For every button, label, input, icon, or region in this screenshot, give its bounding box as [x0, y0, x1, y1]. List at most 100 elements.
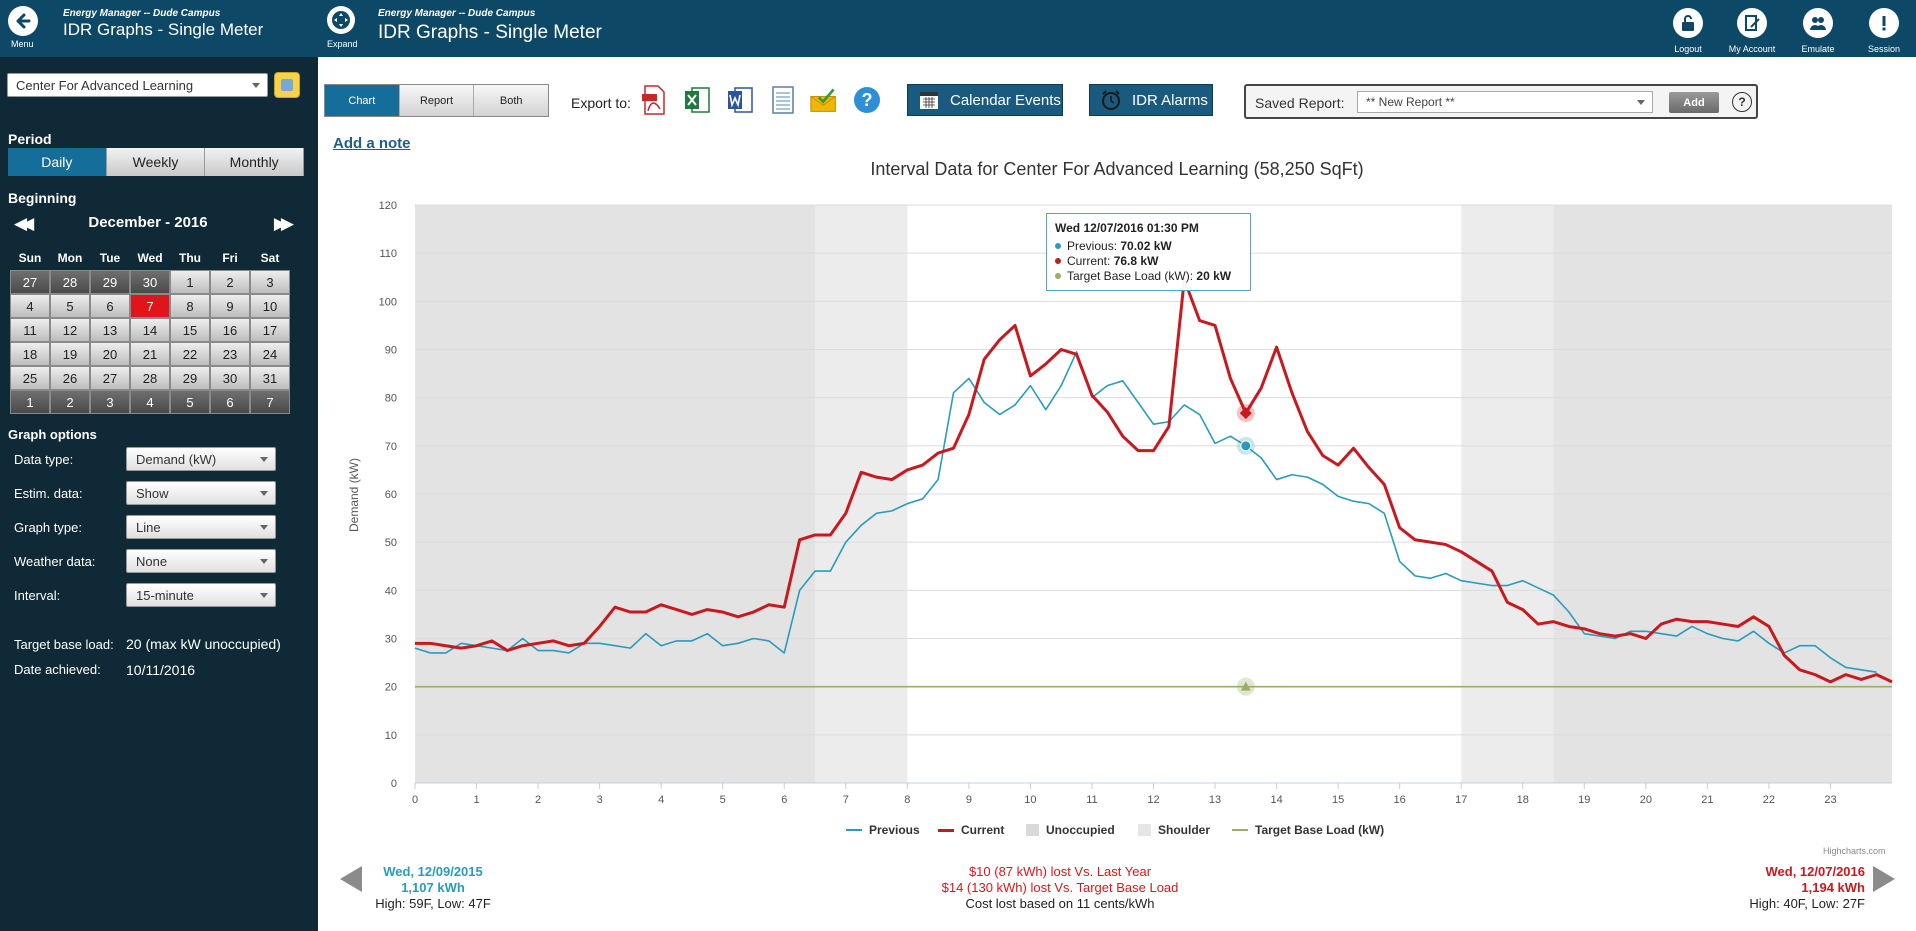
logout-button[interactable]: Logout	[1658, 8, 1718, 56]
period-tab-weekly[interactable]: Weekly	[106, 148, 206, 176]
calendar-day[interactable]: 7	[130, 294, 170, 318]
legend-item-shoulder[interactable]: Shoulder	[1138, 823, 1210, 837]
calendar-day[interactable]: 1	[170, 270, 210, 294]
building-picker-icon[interactable]	[274, 72, 300, 98]
previous-date: Wed, 12/09/2015	[383, 864, 483, 879]
saved-report-select[interactable]: ** New Report **	[1357, 91, 1653, 113]
calendar-day[interactable]: 4	[130, 390, 170, 414]
calendar-day[interactable]: 30	[210, 366, 250, 390]
saved-report-help-button[interactable]: ?	[1732, 92, 1752, 112]
legend-item-unoccupied[interactable]: Unoccupied	[1026, 823, 1115, 837]
add-report-button[interactable]: Add	[1669, 92, 1719, 113]
add-note-link[interactable]: Add a note	[333, 135, 411, 152]
y-tick-label: 30	[385, 634, 397, 646]
period-tab-daily[interactable]: Daily	[8, 148, 107, 176]
period-tab-monthly[interactable]: Monthly	[205, 148, 305, 176]
view-tab-report[interactable]: Report	[399, 85, 475, 116]
emulate-button[interactable]: Emulate	[1788, 8, 1848, 56]
next-period-arrow-icon[interactable]	[1873, 866, 1895, 892]
calendar-day[interactable]: 27	[90, 366, 130, 390]
calendar-day[interactable]: 30	[130, 270, 170, 294]
calendar-day[interactable]: 18	[10, 342, 50, 366]
calendar-day[interactable]: 21	[130, 342, 170, 366]
calendar-day[interactable]: 4	[10, 294, 50, 318]
expand-arrows-icon	[332, 11, 350, 29]
tooltip-row-current: Current: 76.8 kW	[1055, 253, 1242, 268]
calendar-day[interactable]: 11	[10, 318, 50, 342]
calendar-day[interactable]: 5	[50, 294, 90, 318]
excel-icon[interactable]	[683, 85, 711, 115]
session-button[interactable]: Session	[1854, 8, 1914, 56]
calendar-day[interactable]: 2	[50, 390, 90, 414]
view-tab-both[interactable]: Both	[474, 85, 549, 116]
session-label: Session	[1867, 44, 1901, 54]
calendar-day[interactable]: 27	[10, 270, 50, 294]
calendar-day[interactable]: 5	[170, 390, 210, 414]
calendar-day[interactable]: 25	[10, 366, 50, 390]
legend-label-shoulder: Shoulder	[1158, 823, 1211, 837]
calendar-day[interactable]: 23	[210, 342, 250, 366]
calendar-day[interactable]: 13	[90, 318, 130, 342]
calendar-day[interactable]: 19	[50, 342, 90, 366]
legend-item-previous[interactable]: Previous	[846, 823, 920, 837]
calendar-day[interactable]: 17	[250, 318, 290, 342]
calendar-day[interactable]: 31	[250, 366, 290, 390]
current-energy: 1,194 kWh	[1801, 880, 1865, 895]
calendar-day[interactable]: 29	[170, 366, 210, 390]
idr-alarms-button[interactable]: IDR Alarms	[1089, 84, 1213, 116]
calendar-day[interactable]: 8	[170, 294, 210, 318]
graph-type-select[interactable]: Line	[126, 515, 276, 539]
calendar-day[interactable]: 7	[250, 390, 290, 414]
chevron-down-icon	[260, 457, 268, 462]
building-select[interactable]: Center For Advanced Learning	[7, 73, 268, 97]
calendar-day[interactable]: 1	[10, 390, 50, 414]
chart-title: Interval Data for Center For Advanced Le…	[870, 159, 1364, 179]
back-menu-button[interactable]	[8, 6, 38, 36]
saved-report-label: Saved Report:	[1255, 95, 1345, 111]
calendar-day[interactable]: 10	[250, 294, 290, 318]
pdf-icon[interactable]	[640, 85, 668, 115]
estim-data-select[interactable]: Show	[126, 481, 276, 505]
calendar-day[interactable]: 3	[90, 390, 130, 414]
calendar-day[interactable]: 28	[50, 270, 90, 294]
expand-button[interactable]	[327, 6, 355, 34]
calendar-day[interactable]: 15	[170, 318, 210, 342]
alarm-clock-icon	[1102, 90, 1120, 110]
top-bar: Expand Energy Manager -- Dude Campus IDR…	[318, 0, 1916, 57]
weather-data-select[interactable]: None	[126, 549, 276, 573]
calendar-day[interactable]: 6	[90, 294, 130, 318]
logout-label: Logout	[1674, 44, 1702, 54]
calendar-day[interactable]: 3	[250, 270, 290, 294]
csv-icon[interactable]	[769, 85, 797, 115]
calendar-day[interactable]: 20	[90, 342, 130, 366]
calendar-day[interactable]: 14	[130, 318, 170, 342]
calendar-day[interactable]: 12	[50, 318, 90, 342]
help-icon[interactable]: ?	[852, 85, 882, 115]
interval-value: 15-minute	[136, 588, 194, 603]
legend-item-target[interactable]: Target Base Load (kW)	[1232, 823, 1384, 837]
my-account-button[interactable]: My Account	[1722, 8, 1782, 56]
interval-select[interactable]: 15-minute	[126, 583, 276, 607]
highcharts-credit[interactable]: Highcharts.com	[1823, 846, 1886, 856]
date-achieved-label: Date achieved:	[14, 662, 101, 677]
calendar-events-button[interactable]: Calendar Events	[907, 84, 1063, 116]
calendar-day[interactable]: 24	[250, 342, 290, 366]
calendar-day[interactable]: 26	[50, 366, 90, 390]
calendar-next-month-icon[interactable]: ▶▶	[273, 214, 294, 233]
previous-period-arrow-icon[interactable]	[340, 866, 362, 892]
y-tick-label: 70	[385, 441, 397, 453]
calendar-day[interactable]: 22	[170, 342, 210, 366]
x-tick-label: 9	[966, 794, 972, 806]
calendar-day[interactable]: 2	[210, 270, 250, 294]
calendar-day[interactable]: 28	[130, 366, 170, 390]
y-tick-label: 60	[385, 489, 397, 501]
calendar-day[interactable]: 29	[90, 270, 130, 294]
calendar-day[interactable]: 9	[210, 294, 250, 318]
data-type-select[interactable]: Demand (kW)	[126, 447, 276, 471]
word-icon[interactable]	[726, 85, 754, 115]
legend-item-current[interactable]: Current	[938, 823, 1004, 837]
view-tab-chart[interactable]: Chart	[325, 85, 400, 116]
calendar-day[interactable]: 16	[210, 318, 250, 342]
calendar-day[interactable]: 6	[210, 390, 250, 414]
email-icon[interactable]	[810, 85, 838, 115]
